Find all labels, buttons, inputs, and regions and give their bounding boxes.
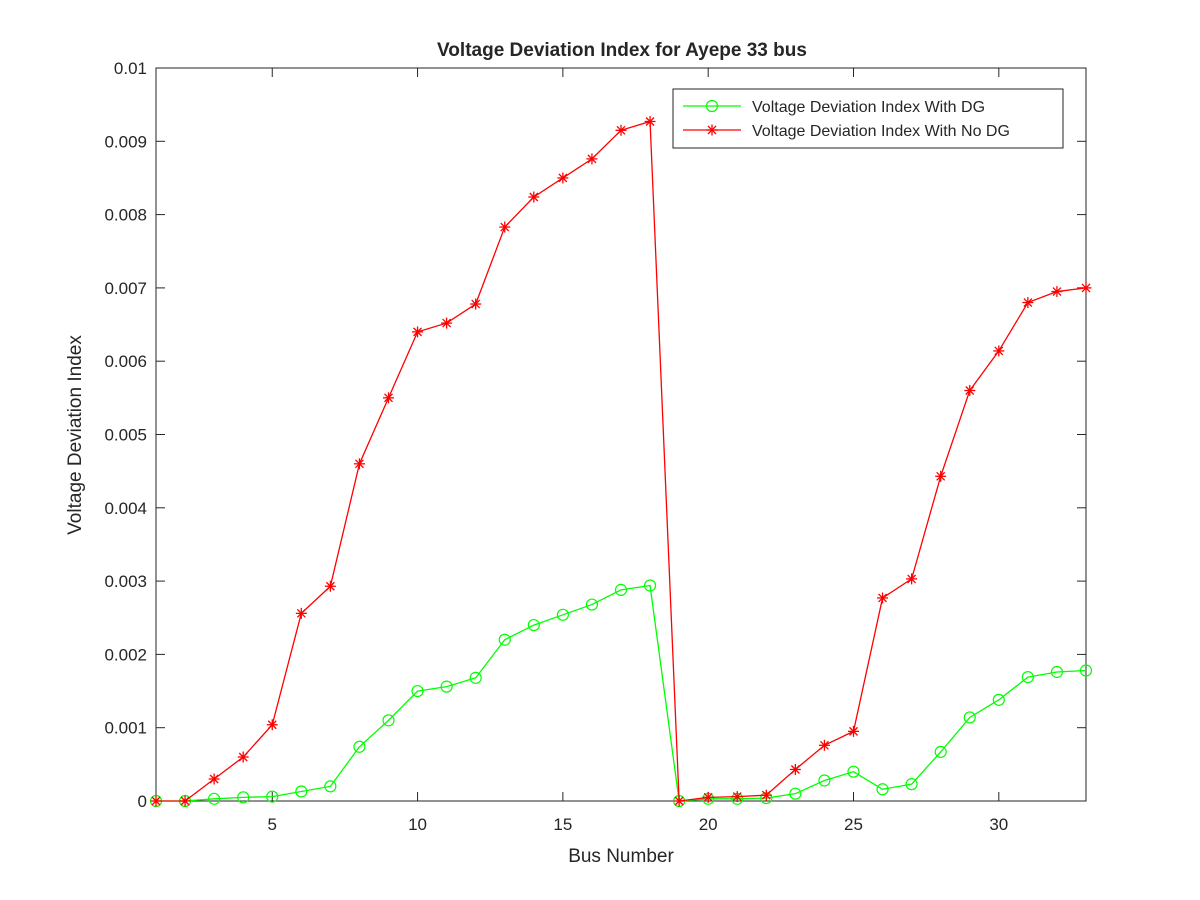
plot-area [155,67,1087,802]
data-point [585,598,599,611]
data-point [586,153,598,165]
data-point [1051,286,1063,298]
axis-ticks: 5 10 15 20 25 30 0 0.001 0.002 0.003 0.004 0.005 0.0… [104,59,1086,834]
data-point [441,317,453,329]
x-tick-label: 20 [699,815,718,834]
data-point [876,783,889,796]
x-tick-label: 5 [268,815,277,834]
data-point [411,684,424,698]
data-point [963,711,976,724]
data-point [992,693,1005,706]
data-point [324,580,336,592]
data-point [353,740,366,753]
data-point [266,790,279,803]
data-point [237,751,249,763]
data-point [818,739,830,751]
data-point [789,763,801,775]
legend-label: Voltage Deviation Index With DG [752,99,985,116]
data-point [1080,282,1092,294]
series-1 [149,579,1093,808]
data-point [295,607,307,619]
legend-box [672,88,1064,149]
data-point [150,795,162,807]
data-point [644,116,656,128]
data-point [383,392,394,404]
x-axis-label: Bus Number [568,846,674,867]
data-point [673,795,685,807]
data-point [208,792,221,805]
data-point [905,778,918,791]
data-point [498,633,511,646]
data-point [324,780,337,793]
legend-marker [706,124,718,136]
data-point [556,608,569,621]
x-tick-label: 30 [989,815,1008,834]
y-axis-label: Voltage Deviation Index [65,335,86,535]
x-tick-label: 10 [408,815,427,834]
data-point [1021,671,1034,684]
data-point [731,791,743,803]
data-point [1022,297,1034,309]
data-point [789,787,802,800]
data-point [614,583,628,596]
data-point [470,298,482,310]
y-tick-label: 0.005 [104,426,147,445]
x-tick-label: 25 [844,815,863,834]
y-tick-label: 0.008 [104,206,147,225]
data-point [528,191,540,203]
data-point [964,385,976,397]
data-point [499,221,511,233]
y-tick-label: 0.009 [104,132,147,151]
data-point [1079,664,1093,677]
data-point [993,345,1005,357]
data-point [527,618,540,632]
y-tick-label: 0 [138,792,147,811]
legend-marker [705,99,719,113]
data-point [760,789,772,801]
data-point [440,680,453,693]
data-point [847,765,860,778]
data-point [266,719,278,731]
data-point [643,579,657,592]
data-point [702,791,714,803]
data-point [906,573,918,585]
data-point [615,124,627,136]
data-point [208,773,220,785]
series-2 [150,116,1092,807]
y-tick-label: 0.002 [104,645,147,664]
data-point [237,791,250,804]
data-point [353,458,365,470]
y-tick-label: 0.001 [104,719,147,738]
data-point [412,326,424,338]
y-tick-label: 0.01 [114,59,147,78]
data-series [149,116,1093,808]
data-point [295,785,308,798]
data-point [1050,665,1064,679]
legend: Voltage Deviation Index With DG Voltage D… [672,88,1064,149]
chart-title: Voltage Deviation Index for Ayepe 33 bus [437,40,807,61]
y-tick-label: 0.004 [104,499,147,518]
x-tick-label: 15 [553,815,572,834]
data-point [179,795,191,807]
series-line [156,584,1087,802]
y-tick-label: 0.003 [104,572,147,591]
y-tick-label: 0.007 [104,279,147,298]
y-tick-label: 0.006 [104,352,147,371]
data-point [934,745,947,758]
legend-label: Voltage Deviation Index With No DG [752,123,1010,140]
data-point [818,774,831,787]
data-point [935,470,947,482]
data-point [877,592,889,604]
data-point [469,671,482,684]
data-point [557,172,569,184]
data-point [382,714,395,727]
data-point [848,725,859,737]
